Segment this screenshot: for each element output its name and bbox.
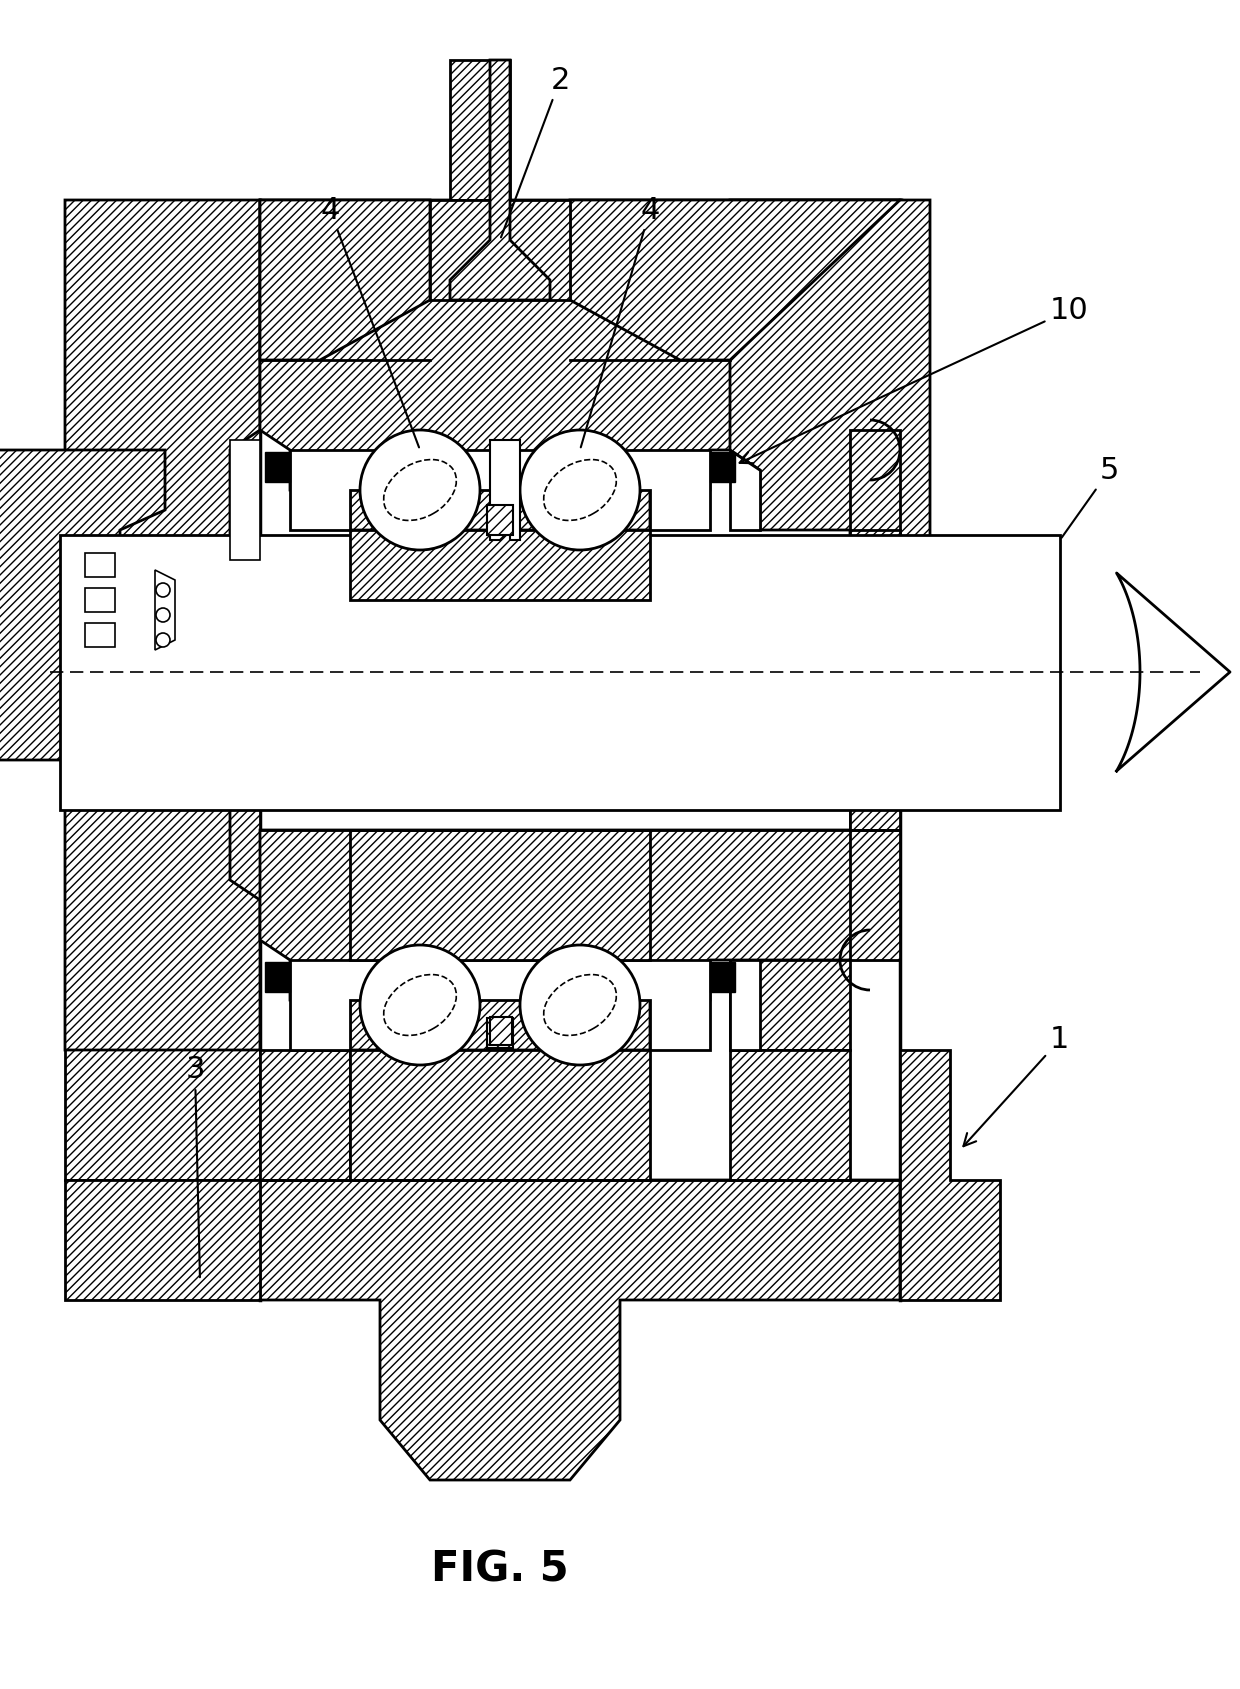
Bar bbox=[490, 1017, 512, 1045]
Bar bbox=[265, 963, 290, 991]
Polygon shape bbox=[350, 1051, 650, 1181]
Polygon shape bbox=[260, 1051, 350, 1181]
Polygon shape bbox=[730, 959, 849, 1051]
Text: 4: 4 bbox=[320, 196, 419, 448]
Polygon shape bbox=[64, 1181, 260, 1301]
Polygon shape bbox=[730, 449, 760, 530]
Polygon shape bbox=[730, 199, 930, 600]
Bar bbox=[711, 963, 735, 991]
Bar bbox=[86, 552, 115, 578]
Polygon shape bbox=[260, 199, 900, 530]
Polygon shape bbox=[490, 441, 520, 540]
Ellipse shape bbox=[156, 633, 170, 647]
Polygon shape bbox=[730, 1051, 849, 1181]
Ellipse shape bbox=[156, 608, 170, 622]
Polygon shape bbox=[290, 449, 711, 530]
Ellipse shape bbox=[520, 946, 640, 1066]
Polygon shape bbox=[450, 61, 551, 301]
Polygon shape bbox=[900, 1051, 999, 1301]
Polygon shape bbox=[730, 959, 760, 1051]
Polygon shape bbox=[260, 829, 900, 1051]
Polygon shape bbox=[350, 829, 650, 959]
Text: 5: 5 bbox=[1061, 456, 1120, 537]
Polygon shape bbox=[430, 199, 570, 301]
Polygon shape bbox=[570, 199, 900, 360]
Polygon shape bbox=[64, 199, 260, 1181]
Ellipse shape bbox=[520, 431, 640, 551]
Bar bbox=[86, 623, 115, 647]
Polygon shape bbox=[849, 431, 900, 959]
Polygon shape bbox=[290, 959, 711, 1051]
Text: FIG. 5: FIG. 5 bbox=[432, 1549, 569, 1591]
Polygon shape bbox=[155, 569, 175, 650]
Polygon shape bbox=[350, 530, 650, 600]
Bar bbox=[265, 453, 290, 481]
Polygon shape bbox=[64, 199, 260, 1051]
Text: 4: 4 bbox=[580, 196, 660, 448]
Polygon shape bbox=[0, 449, 165, 760]
Polygon shape bbox=[260, 1181, 900, 1480]
Bar bbox=[487, 505, 513, 535]
Text: 1: 1 bbox=[963, 1025, 1069, 1147]
Polygon shape bbox=[849, 530, 900, 829]
Text: 2: 2 bbox=[501, 66, 569, 238]
Polygon shape bbox=[450, 61, 510, 199]
Ellipse shape bbox=[360, 431, 480, 551]
Text: 3: 3 bbox=[185, 1056, 205, 1277]
Bar bbox=[487, 1018, 513, 1047]
Bar bbox=[711, 453, 735, 481]
Text: 10: 10 bbox=[739, 296, 1089, 463]
Bar bbox=[86, 588, 115, 611]
Ellipse shape bbox=[360, 946, 480, 1066]
Polygon shape bbox=[260, 199, 430, 360]
Bar bbox=[229, 441, 260, 561]
Ellipse shape bbox=[156, 583, 170, 596]
Bar bbox=[60, 535, 1060, 811]
